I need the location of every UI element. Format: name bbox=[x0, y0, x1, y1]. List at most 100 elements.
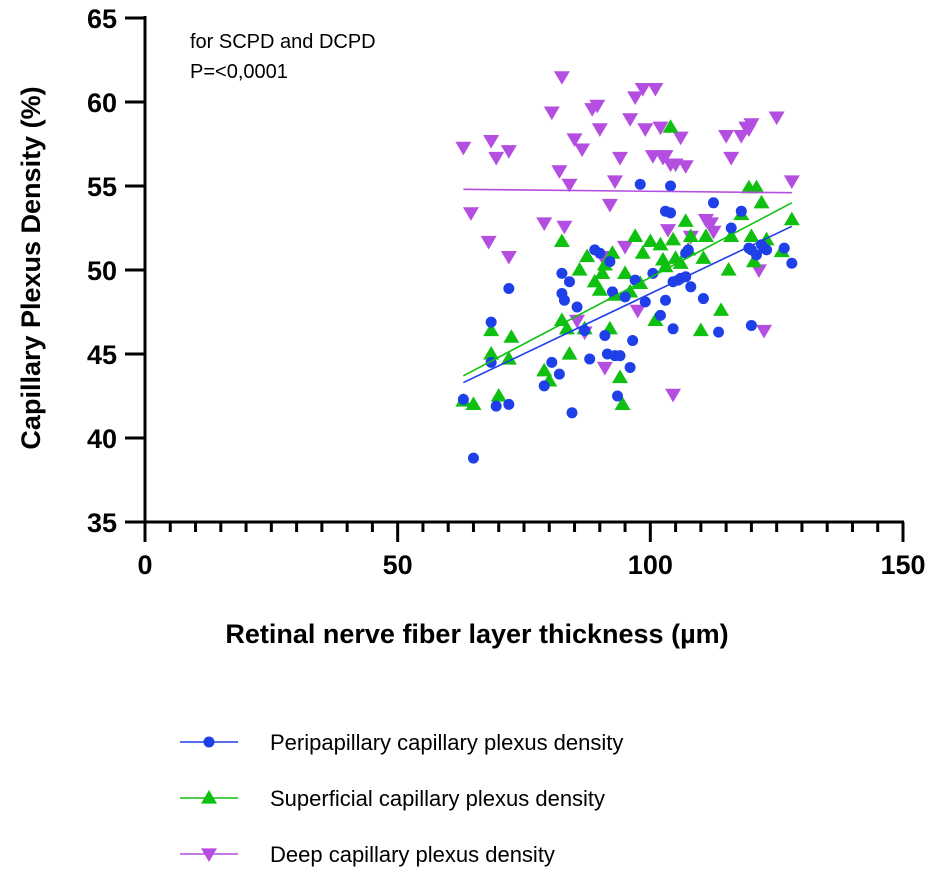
plot-marks bbox=[455, 71, 800, 464]
data-point bbox=[543, 106, 560, 121]
data-point bbox=[604, 256, 616, 268]
data-point bbox=[551, 165, 568, 179]
data-point bbox=[500, 250, 517, 265]
data-point bbox=[614, 396, 631, 410]
data-point bbox=[705, 225, 722, 240]
data-point bbox=[637, 123, 654, 137]
data-point bbox=[708, 197, 719, 209]
data-point bbox=[665, 207, 677, 219]
data-point bbox=[627, 91, 644, 105]
x-tick-label: 0 bbox=[137, 550, 152, 580]
data-point bbox=[743, 228, 760, 242]
data-point bbox=[503, 329, 520, 343]
data-point bbox=[604, 245, 621, 259]
data-point bbox=[634, 178, 646, 190]
legend-item: Superficial capillary plexus density bbox=[180, 786, 605, 811]
data-point bbox=[652, 236, 669, 251]
data-point bbox=[657, 258, 674, 273]
data-point bbox=[596, 361, 613, 376]
data-point bbox=[612, 369, 629, 384]
data-point bbox=[697, 293, 709, 305]
legend-item: Peripapillary capillary plexus density bbox=[180, 730, 623, 755]
y-axis-title: Capillary Plexus Density (%) bbox=[16, 86, 46, 449]
data-point bbox=[488, 151, 505, 166]
data-point bbox=[553, 71, 570, 85]
data-point bbox=[627, 228, 644, 242]
data-point bbox=[786, 257, 798, 269]
data-point bbox=[750, 264, 767, 278]
data-point bbox=[606, 175, 623, 189]
legend-marker bbox=[203, 736, 215, 748]
data-point bbox=[753, 194, 770, 209]
data-point bbox=[639, 296, 651, 308]
legend-marker bbox=[201, 848, 217, 862]
data-point bbox=[617, 240, 634, 255]
data-point bbox=[561, 346, 578, 360]
data-point bbox=[647, 82, 664, 97]
data-point bbox=[647, 267, 659, 279]
regression-line bbox=[463, 225, 793, 384]
data-point bbox=[723, 151, 740, 166]
data-point bbox=[553, 368, 565, 380]
data-point bbox=[720, 262, 737, 276]
data-point bbox=[642, 233, 659, 248]
data-point bbox=[500, 351, 517, 365]
data-point bbox=[695, 250, 712, 264]
data-point bbox=[783, 175, 800, 189]
data-point bbox=[490, 388, 507, 402]
legend-item: Deep capillary plexus density bbox=[180, 842, 555, 867]
data-point bbox=[546, 356, 558, 368]
data-point bbox=[503, 282, 515, 294]
annotation-groups: for SCPD and DCPD bbox=[190, 31, 376, 53]
legend-label: Deep capillary plexus density bbox=[270, 842, 555, 867]
data-point bbox=[692, 322, 709, 337]
legend-marker bbox=[201, 790, 217, 804]
legend-label: Peripapillary capillary plexus density bbox=[270, 730, 623, 755]
data-point bbox=[743, 118, 760, 132]
data-point bbox=[652, 121, 669, 136]
y-tick-label: 60 bbox=[87, 88, 117, 118]
data-point bbox=[591, 123, 608, 137]
y-tick-label: 50 bbox=[87, 256, 117, 286]
data-point bbox=[654, 309, 666, 321]
legend-label: Superficial capillary plexus density bbox=[270, 786, 605, 811]
data-point bbox=[612, 151, 629, 166]
data-point bbox=[500, 145, 517, 159]
data-point bbox=[599, 330, 611, 342]
data-point bbox=[619, 291, 631, 303]
data-point bbox=[490, 400, 502, 412]
data-point bbox=[553, 233, 570, 248]
annotation-p-value: P=<0,0001 bbox=[190, 61, 288, 83]
data-point bbox=[702, 217, 719, 231]
data-point bbox=[611, 390, 623, 402]
data-point bbox=[465, 396, 482, 410]
data-point bbox=[629, 304, 646, 319]
data-point bbox=[574, 143, 591, 158]
data-point bbox=[622, 113, 639, 127]
x-tick-label: 150 bbox=[880, 550, 925, 580]
data-point bbox=[538, 380, 550, 392]
data-point bbox=[462, 207, 479, 221]
data-point bbox=[480, 235, 497, 250]
axes: 0 50 100 150 35 40 45 50 55 60 65 bbox=[87, 4, 926, 580]
data-point bbox=[503, 398, 515, 410]
data-point bbox=[591, 282, 608, 296]
data-point bbox=[536, 217, 553, 231]
data-point bbox=[579, 248, 596, 263]
data-point bbox=[778, 242, 790, 254]
data-point bbox=[783, 211, 800, 226]
series-0 bbox=[457, 178, 798, 464]
data-point bbox=[677, 213, 694, 227]
data-point bbox=[594, 247, 606, 259]
data-point bbox=[571, 301, 583, 313]
legend: Peripapillary capillary plexus density Su… bbox=[180, 730, 623, 867]
data-point bbox=[682, 244, 694, 256]
data-point bbox=[657, 150, 674, 164]
data-point bbox=[558, 294, 570, 306]
data-point bbox=[748, 179, 765, 194]
data-point bbox=[660, 224, 677, 238]
data-point bbox=[634, 245, 651, 259]
data-point bbox=[485, 316, 497, 328]
x-tick-label: 50 bbox=[383, 550, 413, 580]
data-point bbox=[566, 133, 583, 147]
